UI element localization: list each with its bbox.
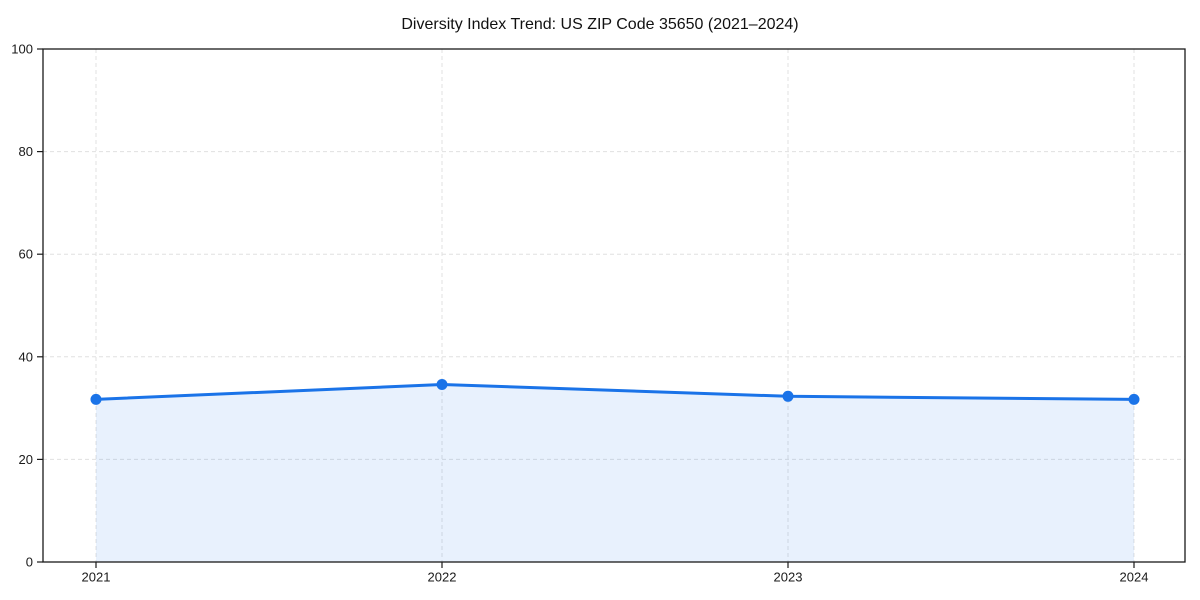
data-point [436,379,448,391]
y-tick-label: 80 [19,144,33,159]
x-tick-label: 2024 [1120,570,1149,585]
x-tick-label: 2022 [428,570,457,585]
x-tick-label: 2021 [82,570,111,585]
x-tick-label: 2023 [774,570,803,585]
data-point [1128,393,1140,405]
plot-border [42,48,1186,563]
y-tick-label: 100 [11,42,33,57]
area-fill [96,384,1134,562]
y-tick-label: 20 [19,452,33,467]
data-point [782,390,794,402]
plot-layer [90,379,1140,562]
trend-line [94,383,1136,401]
chart-title: Diversity Index Trend: US ZIP Code 35650… [401,16,798,33]
y-tick-label: 0 [26,555,33,570]
y-tick-label: 40 [19,349,33,364]
axis-layer: 0 20 40 60 80 100 2021 2022 2023 2024 [11,42,1186,585]
data-point [90,393,102,405]
grid-layer [43,49,1185,562]
y-tick-label: 60 [19,247,33,262]
